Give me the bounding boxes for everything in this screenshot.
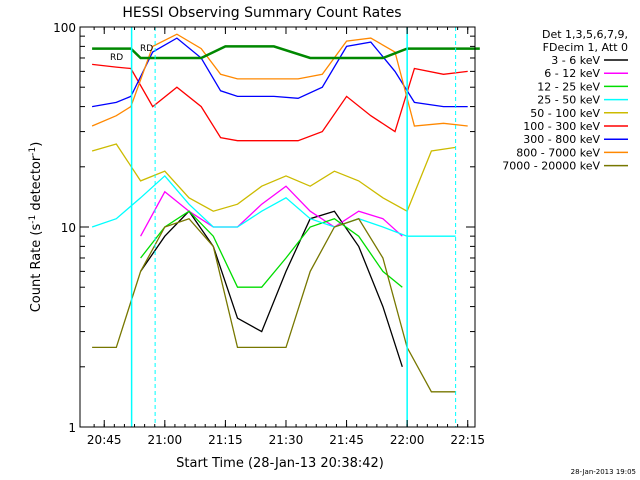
legend-label-1: 6 - 12 keV: [544, 67, 600, 80]
series-line-3: [91, 174, 456, 237]
y-tick-label-1: 10: [61, 221, 76, 235]
series-line-2: [140, 210, 403, 288]
x-tick-label-1: 21:00: [148, 433, 183, 447]
x-tick-label-4: 21:45: [329, 433, 364, 447]
annotation-rd-1: RD: [110, 53, 123, 63]
series-line-1: [140, 185, 403, 237]
legend-label-0: 3 - 6 keV: [551, 54, 600, 67]
y-axis: 1 10 100: [53, 21, 475, 435]
legend-header-1: Det 1,3,5,6,7,9,: [542, 28, 628, 41]
x-tick-label-0: 20:45: [87, 433, 122, 447]
series-line-4: [91, 143, 456, 213]
y-axis-label-mid: detector: [29, 155, 44, 215]
legend-label-7: 800 - 7000 keV: [516, 146, 600, 159]
x-tick-label-5: 22:00: [390, 433, 425, 447]
legend-label-2: 12 - 25 keV: [537, 80, 600, 93]
y-tick-label-2: 100: [53, 21, 76, 35]
footer-date: 28-Jan-2013 19:05: [571, 468, 636, 476]
series-line-0: [140, 210, 403, 367]
y-axis-label: Count Rate (s-1 detector-1): [28, 142, 44, 313]
legend-label-3: 25 - 50 keV: [537, 94, 600, 107]
legend-header-2: FDecim 1, Att 0: [543, 41, 628, 54]
chart-title: HESSI Observing Summary Count Rates: [122, 5, 401, 21]
y-axis-label-main: Count Rate (s: [29, 224, 44, 313]
series-line-7: [91, 33, 468, 127]
series-line-8: [92, 217, 456, 393]
legend-label-6: 300 - 800 keV: [523, 133, 600, 146]
y-axis-label-sup1: -1: [28, 215, 38, 224]
legend-label-4: 50 - 100 keV: [530, 107, 600, 120]
x-axis: 20:45 21:00 21:15 21:30 21:45 22:00 22:15: [87, 27, 485, 447]
x-tick-label-2: 21:15: [208, 433, 243, 447]
legend-label-5: 100 - 300 keV: [523, 120, 600, 133]
x-axis-label: Start Time (28-Jan-13 20:38:42): [176, 456, 384, 471]
y-axis-label-sup2: -1: [28, 147, 38, 156]
series-layer: [91, 33, 480, 393]
x-tick-label-3: 21:30: [269, 433, 304, 447]
plot-frame: [79, 26, 476, 428]
legend: Det 1,3,5,6,7,9, FDecim 1, Att 0 3 - 6 k…: [502, 28, 628, 173]
series-line-5: [92, 63, 468, 142]
y-tick-label-0: 1: [68, 421, 76, 435]
legend-label-8: 7000 - 20000 keV: [502, 160, 600, 173]
y-axis-label-end: ): [29, 142, 44, 147]
x-tick-label-6: 22:15: [450, 433, 485, 447]
annotation-rd-2: RD: [140, 44, 153, 54]
series-line-9: [92, 45, 480, 60]
marker-layer: [130, 27, 457, 427]
